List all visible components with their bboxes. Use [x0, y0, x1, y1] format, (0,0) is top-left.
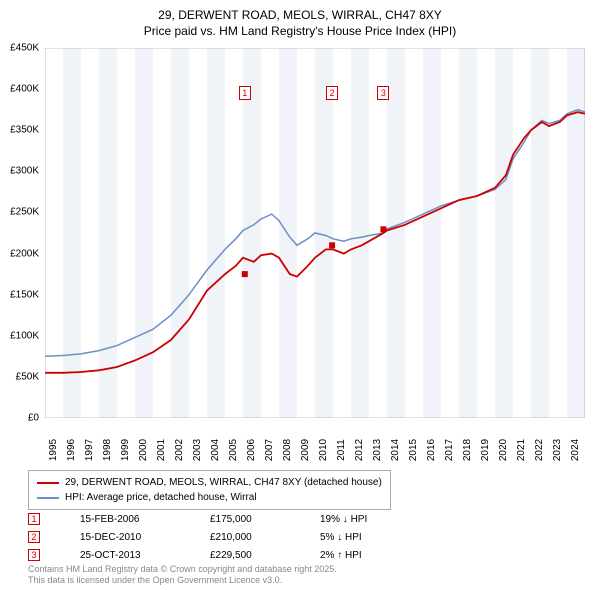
plot-area: 1 2 3: [45, 48, 585, 418]
y-tick-label: £0: [28, 413, 39, 424]
x-tick-label: 2010: [318, 439, 329, 461]
marker-delta: 2% ↑ HPI: [320, 550, 400, 561]
title-line-1: 29, DERWENT ROAD, MEOLS, WIRRAL, CH47 8X…: [0, 8, 600, 24]
x-tick-label: 1998: [102, 439, 113, 461]
x-tick-label: 2022: [534, 439, 545, 461]
marker-row: 2 15-DEC-2010 £210,000 5% ↓ HPI: [28, 528, 400, 546]
chart-marker-2: 2: [326, 86, 338, 100]
y-tick-label: £300K: [10, 166, 39, 177]
y-tick-label: £200K: [10, 248, 39, 259]
x-tick-label: 2000: [138, 439, 149, 461]
legend: 29, DERWENT ROAD, MEOLS, WIRRAL, CH47 8X…: [28, 470, 391, 510]
x-tick-label: 2023: [552, 439, 563, 461]
x-tick-label: 2015: [408, 439, 419, 461]
marker-delta: 19% ↓ HPI: [320, 514, 400, 525]
x-tick-label: 2005: [228, 439, 239, 461]
x-tick-label: 2002: [174, 439, 185, 461]
x-tick-label: 2024: [570, 439, 581, 461]
x-tick-label: 2019: [480, 439, 491, 461]
marker-delta: 5% ↓ HPI: [320, 532, 400, 543]
legend-swatch: [37, 497, 59, 499]
x-axis: 1995 1996 1997 1998 1999 2000 2001 2002 2003 2004…: [45, 420, 585, 470]
footer-note: Contains HM Land Registry data © Crown c…: [28, 564, 337, 586]
marker-date: 25-OCT-2013: [80, 550, 170, 561]
x-tick-label: 2006: [246, 439, 257, 461]
y-axis: £0£50K£100K£150K£200K£250K£300K£350K£400…: [0, 48, 42, 418]
x-tick-label: 2014: [390, 439, 401, 461]
chart-container: 29, DERWENT ROAD, MEOLS, WIRRAL, CH47 8X…: [0, 0, 600, 590]
chart-marker-1: 1: [239, 86, 251, 100]
x-tick-label: 2012: [354, 439, 365, 461]
marker-price: £210,000: [210, 532, 280, 543]
markers-table: 1 15-FEB-2006 £175,000 19% ↓ HPI 2 15-DEC-201…: [28, 510, 400, 564]
x-tick-label: 2001: [156, 439, 167, 461]
marker-row: 1 15-FEB-2006 £175,000 19% ↓ HPI: [28, 510, 400, 528]
marker-date: 15-DEC-2010: [80, 532, 170, 543]
legend-swatch: [37, 482, 59, 484]
x-tick-label: 2011: [336, 439, 347, 461]
marker-price: £229,500: [210, 550, 280, 561]
y-tick-label: £100K: [10, 330, 39, 341]
x-tick-label: 1999: [120, 439, 131, 461]
legend-label: HPI: Average price, detached house, Wirr…: [65, 490, 257, 505]
marker-num: 3: [28, 549, 40, 561]
x-tick-label: 1995: [48, 439, 59, 461]
marker-num: 1: [28, 513, 40, 525]
y-tick-label: £150K: [10, 289, 39, 300]
x-tick-label: 2020: [498, 439, 509, 461]
x-tick-label: 2018: [462, 439, 473, 461]
x-tick-label: 1996: [66, 439, 77, 461]
y-tick-label: £400K: [10, 84, 39, 95]
x-tick-label: 2009: [300, 439, 311, 461]
y-tick-label: £50K: [16, 371, 39, 382]
footer-line-2: This data is licensed under the Open Gov…: [28, 575, 337, 586]
y-tick-label: £250K: [10, 207, 39, 218]
footer-line-1: Contains HM Land Registry data © Crown c…: [28, 564, 337, 575]
legend-row: HPI: Average price, detached house, Wirr…: [37, 490, 382, 505]
title-block: 29, DERWENT ROAD, MEOLS, WIRRAL, CH47 8X…: [0, 0, 600, 43]
chart-svg: [45, 48, 585, 418]
x-tick-label: 2021: [516, 439, 527, 461]
x-tick-label: 1997: [84, 439, 95, 461]
x-tick-label: 2008: [282, 439, 293, 461]
x-tick-label: 2016: [426, 439, 437, 461]
y-tick-label: £450K: [10, 43, 39, 54]
marker-price: £175,000: [210, 514, 280, 525]
marker-date: 15-FEB-2006: [80, 514, 170, 525]
y-tick-label: £350K: [10, 125, 39, 136]
x-tick-label: 2017: [444, 439, 455, 461]
chart-marker-3: 3: [377, 86, 389, 100]
marker-row: 3 25-OCT-2013 £229,500 2% ↑ HPI: [28, 546, 400, 564]
title-line-2: Price paid vs. HM Land Registry's House …: [0, 24, 600, 40]
legend-row: 29, DERWENT ROAD, MEOLS, WIRRAL, CH47 8X…: [37, 475, 382, 490]
marker-num: 2: [28, 531, 40, 543]
legend-label: 29, DERWENT ROAD, MEOLS, WIRRAL, CH47 8X…: [65, 475, 382, 490]
x-tick-label: 2003: [192, 439, 203, 461]
x-tick-label: 2007: [264, 439, 275, 461]
x-tick-label: 2004: [210, 439, 221, 461]
x-tick-label: 2013: [372, 439, 383, 461]
